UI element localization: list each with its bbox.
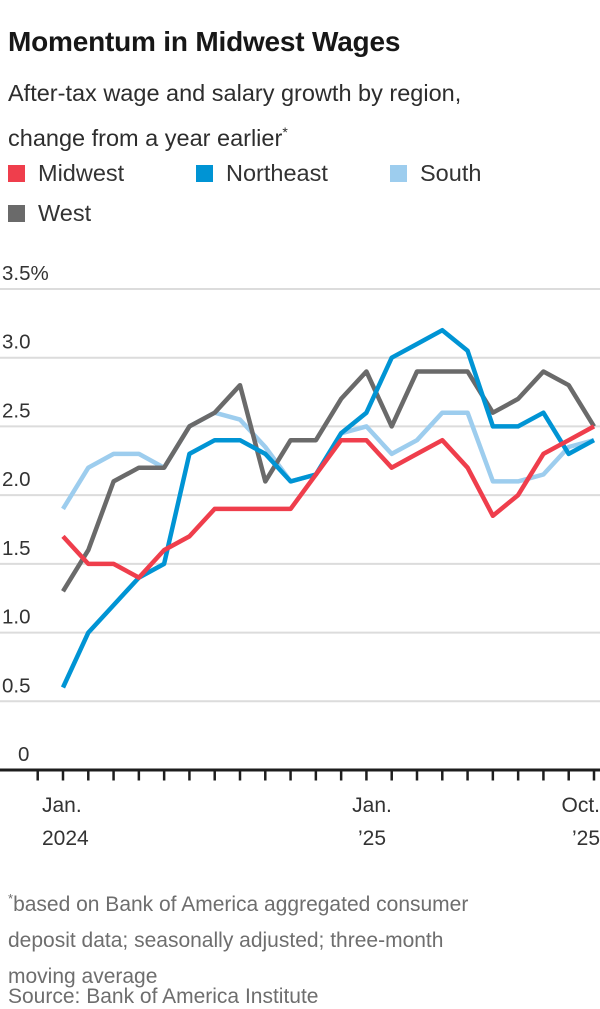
legend-item-west: West [8,200,91,226]
legend-label-west: West [38,199,92,226]
legend-label-midwest: Midwest [38,159,125,186]
chart-subtitle: After-tax wage and salary growth by regi… [8,74,592,158]
legend-label-northeast: Northeast [226,159,328,186]
south-swatch-icon [390,164,407,182]
subtitle-line2: change from a year earlier [8,124,283,151]
y-axis-tick-label: 1.5 [2,537,31,560]
legend-label-south: South [420,159,482,186]
x-axis-label: Jan. [352,794,392,817]
footnote-line3: moving average [8,965,158,988]
midwest-swatch-icon [8,164,25,182]
y-axis-tick-label: 2.5 [2,399,31,422]
footnote-asterisk: * [8,891,14,906]
x-axis-label: ’25 [572,827,600,850]
x-axis-label: 2024 [42,827,89,850]
x-axis-label: Oct. [561,794,600,817]
legend-item-northeast: Northeast [196,160,328,186]
y-axis-tick-label: 0.5 [2,674,31,697]
legend-item-midwest: Midwest [8,160,124,186]
chart-footnote: *based on Bank of America aggregated con… [8,881,592,995]
x-axis-label: Jan. [42,794,82,817]
x-axis-label: ’25 [358,827,386,850]
northeast-swatch-icon [196,164,213,182]
y-axis-tick-label: 3.0 [2,331,31,354]
y-axis-tick-label: 1.0 [2,606,31,629]
footnote-asterisk: * [282,123,288,140]
wage-growth-line-chart: 3.5% 3.0 2.5 2.0 1.5 1.0 0.5 0 Jan. 2024 Jan. ’25 Oc… [0,262,600,850]
series-line-northeast [60,327,596,689]
subtitle-line1: After-tax wage and salary growth by regi… [8,79,462,106]
footnote-line2: deposit data; seasonally adjusted; three… [8,929,444,952]
chart-title: Momentum in Midwest Wages [8,25,401,57]
y-axis-tick-label: 3.5% [2,262,49,285]
chart-source: Source: Bank of America Institute [8,985,319,1008]
series-line-midwest [61,424,596,580]
y-axis-tick-label: 2.0 [2,468,31,491]
legend-item-south: South [390,160,481,186]
west-swatch-icon [8,204,25,222]
y-axis-tick-label: 0 [18,743,29,766]
series-line-west [61,369,596,593]
footnote-line1: based on Bank of America aggregated cons… [13,893,469,916]
